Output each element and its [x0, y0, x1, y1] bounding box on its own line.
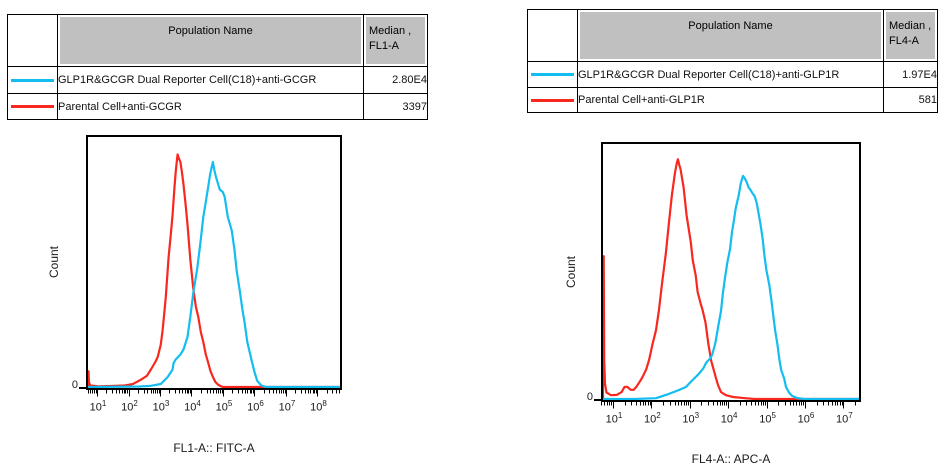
- swatch-header-cell: [7, 14, 58, 67]
- x-tick-label: 105: [759, 411, 776, 426]
- population-header-label: Population Name: [168, 25, 253, 37]
- x-tick-label: 107: [835, 411, 853, 426]
- plot-area: [86, 135, 342, 390]
- median-header-cell: Median , FL1-A: [363, 14, 428, 67]
- histogram-curve: [603, 158, 859, 400]
- y-axis-zero-label: 0: [586, 391, 593, 403]
- series-color-swatch: [531, 73, 574, 76]
- x-tick-label: 101: [89, 399, 107, 414]
- population-name-cell: GLP1R&GCGR Dual Reporter Cell(C18)+anti-…: [57, 66, 364, 94]
- population-name-cell: Parental Cell+anti-GLP1R: [577, 87, 884, 113]
- median-header-line1: Median ,: [889, 20, 932, 32]
- x-tick-label: 102: [644, 411, 661, 426]
- median-header-line1: Median ,: [369, 25, 412, 37]
- x-tick-label: 105: [215, 399, 233, 414]
- stats-table: Population Name Median , FL4-A GLP1R&GCG…: [527, 9, 938, 113]
- median-value-cell: 581: [883, 87, 938, 113]
- median-header-line2: FL1-A: [369, 40, 399, 52]
- series-color-swatch: [531, 98, 574, 102]
- table-header-row: Population Name Median , FL4-A: [527, 9, 938, 62]
- y-axis-label: Count: [47, 245, 61, 279]
- median-header-cell: Median , FL4-A: [883, 9, 938, 62]
- stats-table-panel-gcgr: Population Name Median , FL1-A GLP1R&GCG…: [7, 14, 428, 120]
- x-tick-label: 106: [797, 411, 815, 426]
- histogram-curves: [88, 153, 340, 388]
- table-header-row: Population Name Median , FL1-A: [7, 14, 428, 67]
- swatch-cell: [7, 66, 58, 94]
- x-tick-label: 106: [247, 399, 264, 414]
- population-name-cell: GLP1R&GCGR Dual Reporter Cell(C18)+anti-…: [577, 61, 884, 88]
- population-header-cell: Population Name: [577, 9, 884, 62]
- table-row: GLP1R&GCGR Dual Reporter Cell(C18)+anti-…: [7, 66, 428, 94]
- population-header-label: Population Name: [688, 20, 773, 32]
- series-color-swatch: [11, 78, 54, 82]
- swatch-cell: [527, 87, 578, 113]
- plot-area: [601, 142, 861, 402]
- histogram-curves: [603, 158, 859, 400]
- x-axis-title: FL4-A:: APC-A: [691, 452, 771, 466]
- median-header-line2: FL4-A: [889, 35, 919, 47]
- x-tick-label: 103: [682, 411, 700, 426]
- stats-table: Population Name Median , FL1-A GLP1R&GCG…: [7, 14, 428, 120]
- histogram-curve: [603, 174, 859, 400]
- y-axis-label: Count: [564, 255, 578, 289]
- x-tick-label: 108: [310, 399, 327, 414]
- x-tick-label: 101: [605, 411, 623, 426]
- x-axis-tick-labels: 101 102 103 104 105 106 107 108: [86, 399, 342, 417]
- x-tick-label: 104: [720, 411, 738, 426]
- median-value-cell: 1.97E4: [883, 61, 938, 88]
- x-tick-label: 102: [121, 399, 138, 414]
- y-axis-zero-label: 0: [71, 379, 78, 391]
- y-axis-zero-tick: [79, 387, 86, 389]
- table-row: Parental Cell+anti-GCGR 3397: [7, 93, 428, 120]
- y-axis-zero-tick: [594, 399, 601, 401]
- histogram-curve: [88, 153, 340, 388]
- table-row: Parental Cell+anti-GLP1R 581: [527, 87, 938, 113]
- x-axis-tick-labels: 101 102 103 104 105 106 107: [601, 411, 861, 429]
- population-header-cell: Population Name: [57, 14, 364, 67]
- median-value-cell: 3397: [363, 93, 428, 120]
- stats-table-panel-glp1r: Population Name Median , FL4-A GLP1R&GCG…: [527, 9, 938, 113]
- x-axis-title: FL1-A:: FITC-A: [173, 441, 255, 455]
- swatch-cell: [7, 93, 58, 120]
- x-axis-ticks: [601, 402, 856, 409]
- x-tick-label: 107: [278, 399, 296, 414]
- median-value-cell: 2.80E4: [363, 66, 428, 94]
- x-tick-label: 104: [184, 399, 201, 414]
- table-row: GLP1R&GCGR Dual Reporter Cell(C18)+anti-…: [527, 61, 938, 88]
- series-color-swatch: [11, 105, 54, 108]
- swatch-cell: [527, 61, 578, 88]
- population-name-cell: Parental Cell+anti-GCGR: [57, 93, 364, 120]
- x-tick-label: 103: [152, 399, 170, 414]
- swatch-header-cell: [527, 9, 578, 62]
- x-axis-ticks: [88, 390, 340, 397]
- histogram-curve: [88, 160, 340, 388]
